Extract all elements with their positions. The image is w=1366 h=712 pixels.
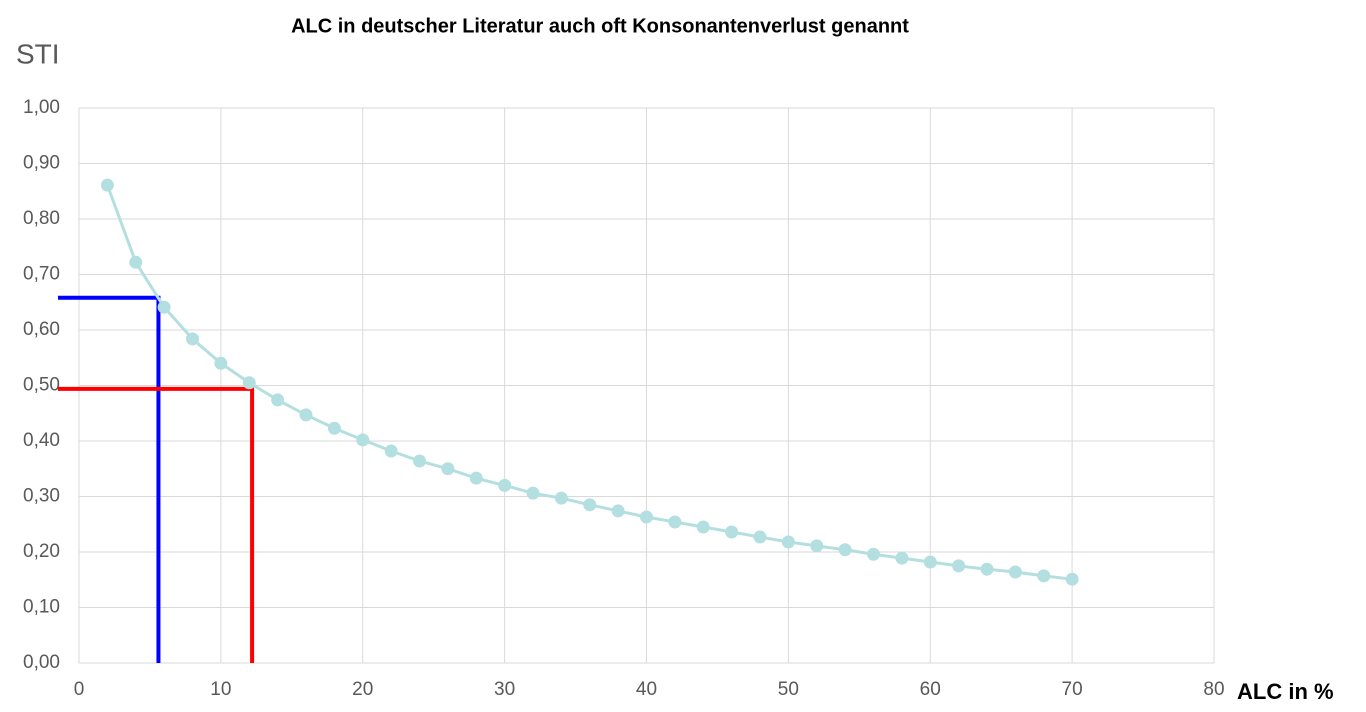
data-point — [583, 498, 597, 512]
guide-line — [58, 386, 255, 663]
data-point — [299, 408, 313, 422]
data-point — [242, 376, 256, 390]
data-point — [640, 510, 653, 524]
data-point — [753, 530, 767, 544]
y-tick-label: 0,40 — [23, 430, 60, 451]
data-point — [725, 525, 739, 539]
x-tick-label: 30 — [494, 679, 515, 700]
data-point — [271, 393, 285, 407]
data-point — [781, 535, 795, 549]
data-point — [441, 462, 455, 476]
data-point — [668, 515, 682, 529]
guide-line — [58, 295, 161, 663]
y-tick-label: 0,20 — [23, 541, 60, 562]
data-point — [611, 504, 625, 518]
data-point — [526, 486, 540, 500]
data-point — [867, 547, 880, 561]
data-point — [923, 555, 937, 569]
data-point — [469, 471, 483, 485]
data-point — [384, 444, 398, 458]
y-axis-label: STI — [16, 38, 60, 69]
data-point — [356, 433, 370, 447]
data-point — [157, 300, 171, 314]
data-point — [696, 520, 710, 534]
x-tick-label: 0 — [74, 679, 85, 700]
data-point — [498, 478, 512, 492]
x-tick-label: 70 — [1062, 679, 1083, 700]
y-tick-label: 0,60 — [23, 319, 60, 340]
y-tick-label: 0,80 — [23, 208, 60, 229]
data-point — [100, 178, 114, 192]
y-tick-label: 0,70 — [23, 264, 60, 285]
data-point — [895, 551, 909, 565]
data-point — [413, 454, 426, 468]
data-point — [1008, 565, 1022, 579]
data-point — [327, 421, 341, 435]
data-point — [838, 543, 852, 557]
x-axis-label: ALC in % — [1237, 679, 1334, 704]
x-tick-label: 40 — [636, 679, 657, 700]
x-tick-label: 20 — [352, 679, 373, 700]
x-tick-label: 60 — [920, 679, 941, 700]
data-point — [810, 539, 824, 553]
data-point — [186, 332, 199, 346]
x-tick-label: 50 — [778, 679, 799, 700]
data-point — [980, 562, 994, 576]
data-point — [1065, 572, 1079, 586]
y-tick-label: 0,50 — [23, 375, 60, 396]
y-tick-label: 0,00 — [23, 652, 60, 673]
data-point — [129, 255, 143, 269]
data-point — [952, 559, 966, 573]
y-tick-label: 0,90 — [23, 153, 60, 174]
x-tick-label: 80 — [1203, 679, 1224, 700]
y-tick-label: 0,30 — [23, 486, 60, 507]
y-tick-label: 0,10 — [23, 597, 60, 618]
data-point — [1037, 569, 1051, 583]
data-point — [214, 356, 228, 370]
chart-title: ALC in deutscher Literatur auch oft Kons… — [291, 15, 909, 37]
y-tick-label: 1,00 — [23, 97, 60, 118]
data-point — [554, 491, 568, 505]
x-tick-label: 10 — [210, 679, 231, 700]
